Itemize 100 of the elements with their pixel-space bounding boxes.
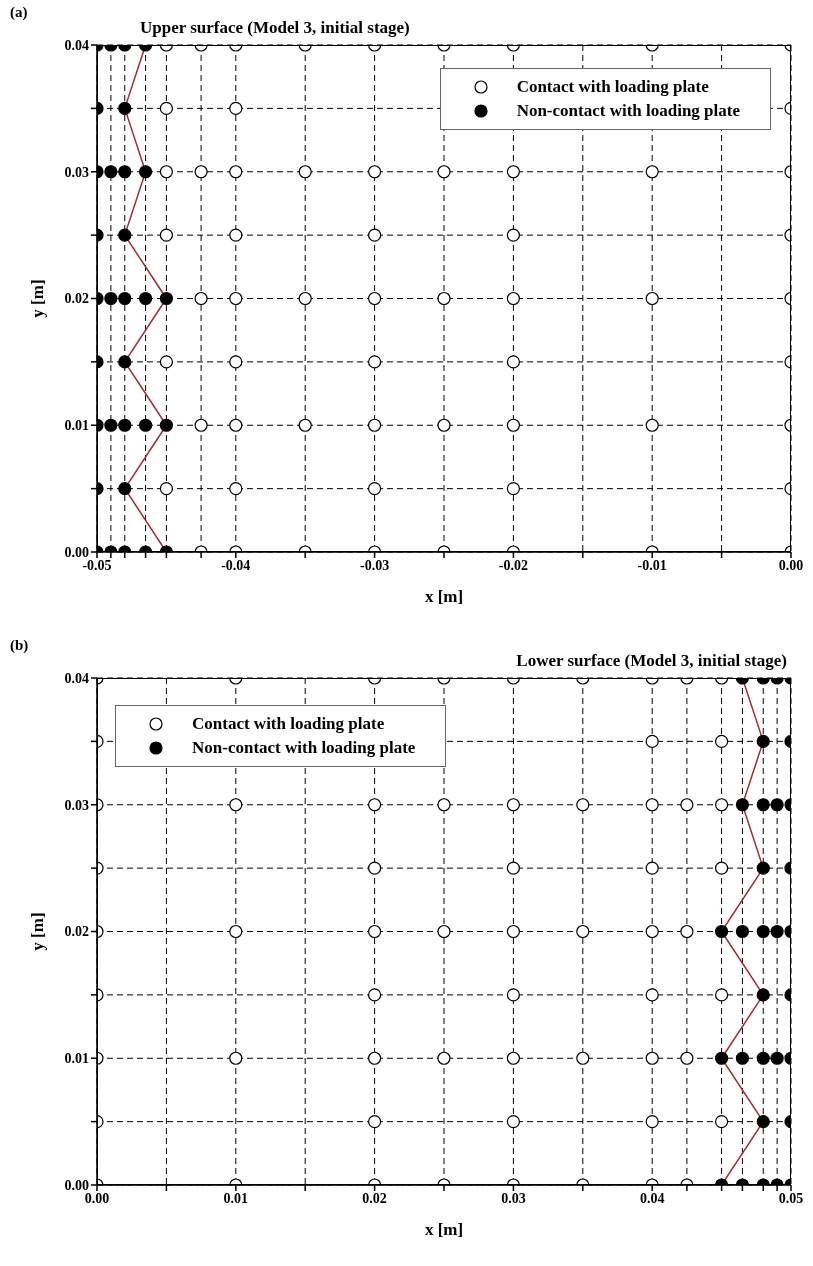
point	[194, 291, 208, 306]
point	[437, 291, 451, 306]
point	[770, 1051, 784, 1065]
point	[645, 798, 659, 812]
point	[645, 291, 659, 306]
point	[229, 418, 243, 432]
point	[368, 924, 382, 939]
point	[229, 165, 243, 179]
point	[645, 924, 659, 939]
point	[645, 988, 659, 1002]
point	[229, 291, 243, 306]
point	[735, 924, 750, 939]
point	[118, 418, 132, 432]
x-tick-label: -0.05	[82, 557, 112, 573]
legend-label: Non-contact with loading plate	[192, 738, 416, 758]
point	[159, 228, 173, 242]
y-tick-label: 0.01	[64, 1051, 89, 1067]
point	[118, 228, 132, 242]
y-tick-label: 0.02	[64, 291, 89, 307]
y-tick-label: 0.04	[64, 37, 89, 53]
point	[506, 291, 520, 306]
legend-label: Contact with loading plate	[516, 77, 709, 97]
point	[368, 1051, 382, 1065]
point	[104, 165, 118, 179]
x-tick-label: -0.02	[498, 557, 528, 573]
text: (a)	[10, 4, 28, 21]
point	[576, 1051, 590, 1065]
point	[437, 924, 451, 939]
point	[368, 228, 382, 242]
point	[506, 861, 520, 875]
y-tick-label: 0.00	[64, 1177, 89, 1193]
point	[298, 291, 312, 306]
point	[368, 355, 382, 369]
point	[104, 291, 118, 306]
y-tick-label: 0.03	[64, 797, 89, 813]
point	[368, 988, 382, 1002]
point	[229, 355, 243, 369]
point	[437, 418, 451, 432]
point	[368, 798, 382, 812]
point	[735, 798, 750, 812]
point	[506, 798, 520, 812]
point	[756, 924, 770, 939]
point	[506, 228, 520, 242]
point	[756, 861, 770, 875]
point	[194, 418, 208, 432]
point	[576, 924, 590, 939]
y-axis-title: y [m]	[28, 279, 48, 318]
point	[680, 798, 694, 812]
point	[229, 228, 243, 242]
y-tick-label: 0.04	[64, 670, 89, 686]
point	[756, 1051, 770, 1065]
chart-title: Lower surface (Model 3, initial stage)	[516, 651, 787, 671]
point	[645, 861, 659, 875]
y-tick-label: 0.02	[64, 924, 89, 940]
point	[437, 1051, 451, 1065]
x-axis-title: x [m]	[424, 587, 464, 606]
y-tick-label: 0.00	[64, 544, 89, 560]
x-tick-label: 0.03	[501, 1190, 526, 1206]
x-tick-label: 0.04	[639, 1190, 665, 1206]
point	[229, 1051, 243, 1065]
chart-title: Upper surface (Model 3, initial stage)	[140, 18, 410, 38]
point	[118, 165, 132, 179]
point	[138, 418, 153, 432]
point	[645, 1051, 659, 1065]
point	[506, 165, 520, 179]
point	[437, 798, 451, 812]
point	[576, 798, 590, 812]
point	[368, 165, 382, 179]
x-tick-label: -0.01	[637, 557, 667, 573]
x-tick-label: -0.04	[221, 557, 251, 573]
point	[298, 165, 312, 179]
point	[506, 1051, 520, 1065]
point	[506, 988, 520, 1002]
point	[368, 291, 382, 306]
point	[229, 798, 243, 812]
point	[118, 291, 132, 306]
point	[756, 988, 770, 1002]
point	[715, 861, 729, 875]
point	[138, 291, 153, 306]
point	[298, 418, 312, 432]
point	[735, 1051, 750, 1065]
legend-label: Non-contact with loading plate	[516, 101, 740, 121]
point	[368, 418, 382, 432]
x-axis-title: x [m]	[424, 1220, 464, 1239]
point	[715, 924, 729, 939]
point	[715, 1051, 729, 1065]
x-tick-label: 0.01	[223, 1190, 249, 1206]
point	[715, 988, 729, 1002]
point	[159, 291, 173, 306]
point	[770, 798, 784, 812]
y-tick-label: 0.03	[64, 164, 89, 180]
point	[368, 861, 382, 875]
y-axis-title: y [m]	[28, 912, 48, 951]
point	[229, 924, 243, 939]
point	[715, 798, 729, 812]
point	[159, 418, 173, 432]
point	[680, 924, 694, 939]
point	[770, 924, 784, 939]
x-tick-label: 0.05	[778, 1190, 804, 1206]
point	[680, 1051, 694, 1065]
